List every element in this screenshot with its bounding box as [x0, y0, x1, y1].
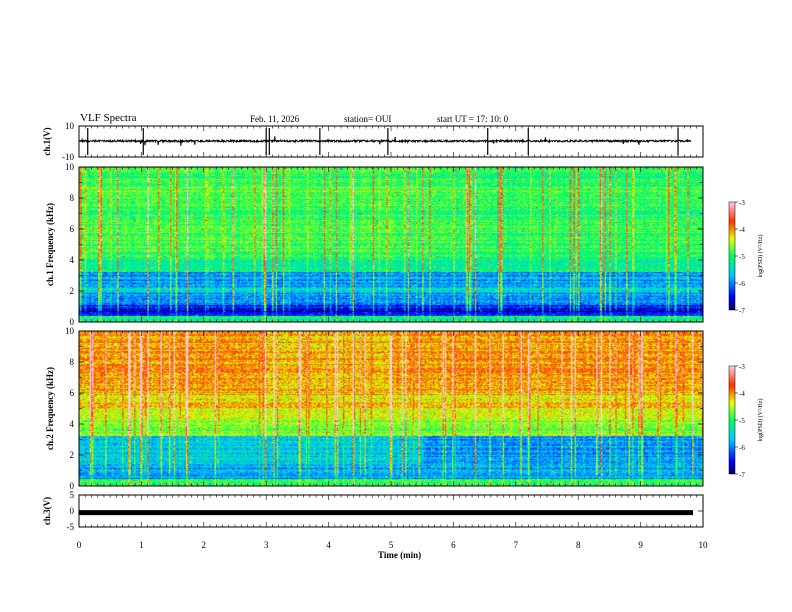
s2-y-tick-label: 10 — [65, 326, 75, 336]
ch1-waveform-trace — [78, 136, 692, 146]
ch2-freq-y-label: ch.2 Frequency (kHz) — [45, 367, 55, 450]
ch1-spectrogram-image — [79, 167, 703, 322]
s2-y-tick-label: 4 — [70, 419, 75, 429]
ch2-spectrogram-image — [79, 331, 703, 486]
ch2-colorbar-tick-label: -3 — [739, 363, 745, 371]
start-time-label: start UT = 17: 10: 0 — [437, 114, 509, 124]
s1-y-tick-label: 2 — [70, 286, 75, 296]
date-label: Feb. 11, 2026 — [250, 114, 300, 124]
x-tick-label: 0 — [77, 540, 82, 550]
ch1-freq-y-label: ch.1 Frequency (kHz) — [45, 203, 55, 286]
ch2-colorbar — [728, 365, 736, 475]
s2-y-tick-label: 0 — [70, 481, 75, 491]
ch1-colorbar-tick-label: -4 — [739, 226, 745, 234]
ch1-y-tick-label: 10 — [65, 121, 75, 131]
ch1-y-tick-label: -10 — [62, 152, 74, 162]
s2-y-tick-label: 2 — [70, 450, 75, 460]
s1-y-tick-label: 0 — [70, 317, 75, 327]
x-tick-label: 10 — [699, 540, 709, 550]
x-tick-label: 4 — [326, 540, 331, 550]
ch1-colorbar-tick-label: -5 — [739, 253, 745, 261]
x-tick-label: 3 — [264, 540, 269, 550]
ch2-colorbar-tick-label: -4 — [739, 390, 745, 398]
x-tick-label: 1 — [139, 540, 144, 550]
ch1-colorbar — [728, 201, 736, 311]
x-tick-label: 2 — [202, 540, 207, 550]
s1-y-tick-label: 4 — [70, 255, 75, 265]
ch1-colorbar-tick-label: -6 — [739, 280, 745, 288]
x-tick-label: 6 — [451, 540, 456, 550]
ch2-colorbar-label: log(PSD) (V²/Hz) — [757, 399, 764, 442]
x-tick-label: 8 — [576, 540, 581, 550]
s2-y-tick-label: 8 — [70, 357, 75, 367]
ch2-colorbar-tick-label: -6 — [739, 444, 745, 452]
chart-title: VLF Spectra — [80, 112, 137, 124]
ch1-colorbar-tick-label: -3 — [739, 199, 745, 207]
s2-y-tick-label: 6 — [70, 388, 75, 398]
s1-y-tick-label: 6 — [70, 224, 75, 234]
ch3-y-tick-label: 5 — [70, 490, 75, 500]
x-tick-label: 9 — [638, 540, 643, 550]
ch2-colorbar-tick-label: -7 — [739, 471, 745, 479]
ch1-colorbar-tick-label: -7 — [739, 307, 745, 315]
x-tick-label: 5 — [389, 540, 394, 550]
ch3-y-tick-label: -5 — [67, 522, 75, 532]
station-label: station= OUI — [344, 114, 392, 124]
x-tick-label: 7 — [514, 540, 519, 550]
ch3-y-tick-label: 0 — [70, 506, 75, 516]
s1-y-tick-label: 8 — [70, 193, 75, 203]
ch1-colorbar-label: log(PSD) (V²/Hz) — [757, 235, 764, 278]
ch3-y-label: ch.3(V) — [42, 497, 52, 525]
ch1-y-label: ch.1(V) — [42, 127, 52, 155]
x-axis-label: Time (min) — [378, 550, 422, 560]
ch2-colorbar-tick-label: -5 — [739, 417, 745, 425]
s1-y-tick-label: 10 — [65, 162, 75, 172]
